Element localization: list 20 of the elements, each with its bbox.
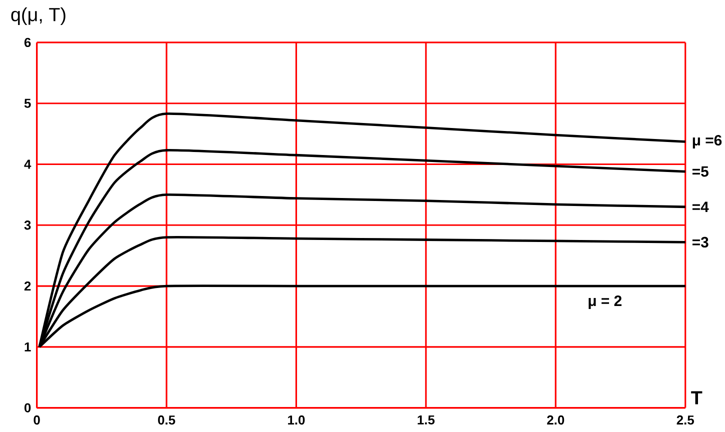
series-label: μ =6 — [692, 135, 722, 149]
x-tick-label: 0.5 — [158, 415, 176, 425]
series-label: μ = 2 — [588, 296, 622, 310]
y-tick-label: 1 — [24, 342, 31, 352]
y-tick-label: 2 — [24, 282, 31, 291]
series-label: =5 — [692, 166, 708, 177]
series-label: =4 — [692, 202, 709, 212]
y-tick-label: 0 — [24, 403, 31, 412]
y-tick-label: 5 — [24, 98, 31, 108]
series-label: =3 — [692, 236, 708, 248]
x-tick-label: 0 — [34, 415, 40, 425]
y-tick-label: 4 — [24, 160, 32, 169]
x-tick-label: 1.5 — [418, 416, 435, 425]
y-tick-label: 3 — [24, 220, 31, 230]
x-tick-label: 2.5 — [676, 415, 694, 425]
x-axis-title: T — [691, 391, 702, 404]
y-axis-title: q(μ, T) — [11, 7, 66, 26]
x-tick-label: 2.0 — [547, 415, 564, 425]
x-tick-label: 1.0 — [288, 415, 305, 425]
y-tick-label: 6 — [24, 38, 31, 48]
